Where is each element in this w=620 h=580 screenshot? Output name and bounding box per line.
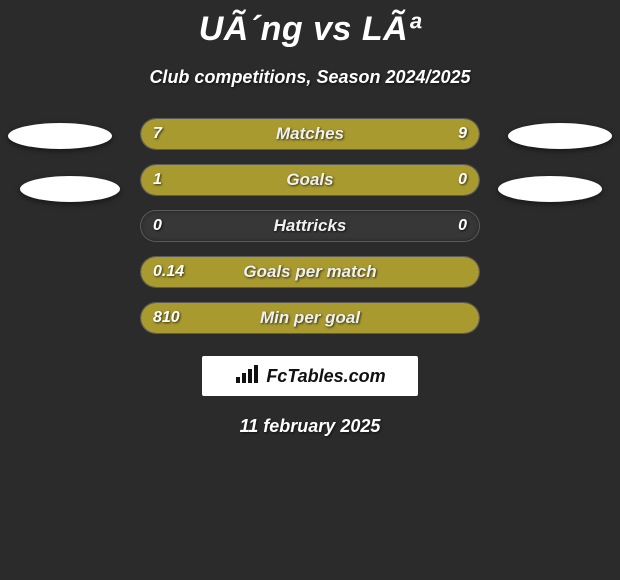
stat-value-left: 0 <box>153 217 162 235</box>
player-badge-left-2 <box>20 176 120 202</box>
brand-badge: FcTables.com <box>202 356 418 396</box>
stat-row: 1 0 Goals <box>140 164 480 196</box>
player-badge-right-2 <box>498 176 602 202</box>
footer-date: 11 february 2025 <box>0 416 620 437</box>
stat-row: 810 Min per goal <box>140 302 480 334</box>
stat-label: Matches <box>276 124 344 144</box>
stat-value-left: 1 <box>153 171 162 189</box>
stat-value-left: 0.14 <box>153 263 184 281</box>
stat-value-right: 9 <box>458 125 467 143</box>
stat-row: 0.14 Goals per match <box>140 256 480 288</box>
stat-label: Goals per match <box>243 262 376 282</box>
stat-row: 7 9 Matches <box>140 118 480 150</box>
stat-value-left: 810 <box>153 309 180 327</box>
stat-value-right: 0 <box>458 171 467 189</box>
subtitle: Club competitions, Season 2024/2025 <box>0 67 620 88</box>
stats-container: 7 9 Matches 1 0 Goals 0 0 Hattricks 0.14 Goals per… <box>0 118 620 334</box>
stat-label: Goals <box>286 170 333 190</box>
stat-label: Min per goal <box>260 308 360 328</box>
stat-row: 0 0 Hattricks <box>140 210 480 242</box>
chart-icon <box>234 363 260 390</box>
stat-label: Hattricks <box>274 216 347 236</box>
page-title: UÃ´ng vs LÃª <box>0 0 620 49</box>
brand-text: FcTables.com <box>266 366 385 387</box>
stat-fill-left <box>141 165 405 195</box>
player-badge-left-1 <box>8 123 112 149</box>
player-badge-right-1 <box>508 123 612 149</box>
stat-value-left: 7 <box>153 125 162 143</box>
stat-fill-right <box>405 165 479 195</box>
stat-value-right: 0 <box>458 217 467 235</box>
